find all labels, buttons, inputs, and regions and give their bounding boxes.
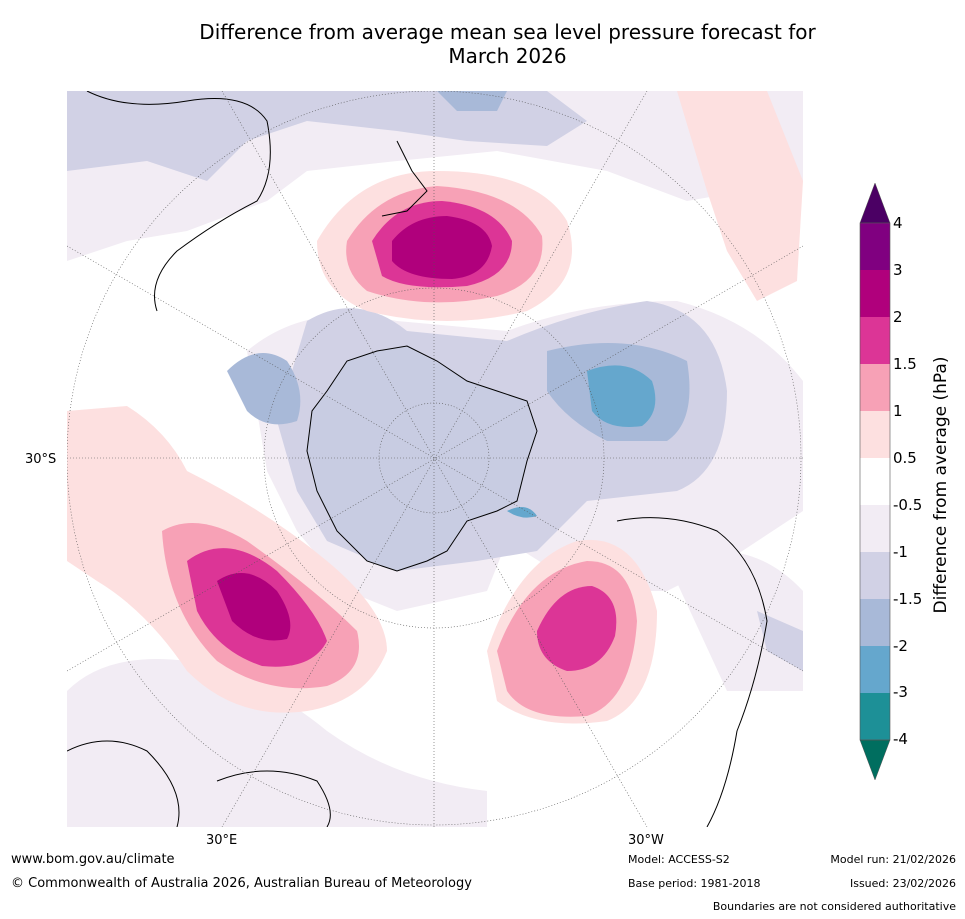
colorbar-label: 1 <box>893 402 903 420</box>
colorbar-swatch-neg15-neg1 <box>860 552 890 599</box>
colorbar-label: -0.5 <box>893 496 923 514</box>
coastlines <box>67 91 768 827</box>
new-zealand-coast <box>381 140 428 217</box>
australia-coast <box>86 91 271 312</box>
colorbar-frame <box>859 222 891 741</box>
colorbar-arrow-top <box>859 182 891 224</box>
map-canvas <box>67 91 803 827</box>
africa-coast <box>67 740 180 827</box>
colorbar-swatch-neg05-05 <box>860 458 890 505</box>
colorbar-title: Difference from average (hPa) <box>931 356 951 614</box>
anomaly-band-neg2 <box>507 365 656 518</box>
base-period: Base period: 1981-2018 <box>628 877 761 890</box>
colorbar-label: 1.5 <box>893 355 917 373</box>
title-line-2: March 2026 <box>448 44 567 68</box>
south-america-coast <box>616 517 768 827</box>
colorbar-swatch-neg3-neg2 <box>860 646 890 693</box>
lon-label-30e: 30°E <box>206 833 238 848</box>
colorbar-label: 4 <box>893 214 903 232</box>
colorbar-swatch-neg1-neg05 <box>860 505 890 552</box>
map-title: Difference from average mean sea level p… <box>150 20 865 68</box>
colorbar-label: -1.5 <box>893 590 923 608</box>
colorbar-swatch-05-1 <box>860 411 890 458</box>
colorbar-swatch-1-15 <box>860 364 890 411</box>
disclaimer: Boundaries are not considered authoritat… <box>712 900 956 913</box>
lon-label-30w: 30°W <box>628 833 664 848</box>
colorbar-swatch-15-2 <box>860 317 890 364</box>
colorbar-label: 3 <box>893 261 903 279</box>
graticule <box>67 91 803 827</box>
colorbar-label: 2 <box>893 308 903 326</box>
antarctica-outline <box>306 345 538 572</box>
copyright-text: © Commonwealth of Australia 2026, Austra… <box>11 876 472 891</box>
colorbar-swatch-neg2-neg15 <box>860 599 890 646</box>
polar-map <box>67 91 803 827</box>
colorbar-label: -2 <box>893 637 908 655</box>
colorbar-label: -4 <box>893 730 908 748</box>
colorbar-label: -1 <box>893 543 908 561</box>
colorbar <box>859 182 891 781</box>
colorbar-label: -3 <box>893 683 908 701</box>
model-run: Model run: 21/02/2026 <box>830 853 956 866</box>
colorbar-arrow-bottom <box>859 739 891 781</box>
madagascar-coast <box>216 770 331 827</box>
colorbar-swatch-2-3 <box>860 270 890 317</box>
issued-date: Issued: 23/02/2026 <box>849 877 956 890</box>
colorbar-swatch-neg4-neg3 <box>860 693 890 740</box>
lat-label-30s: 30°S <box>25 452 57 467</box>
model-name: Model: ACCESS-S2 <box>628 853 730 866</box>
anomaly-band-pos2 <box>217 216 492 641</box>
title-line-1: Difference from average mean sea level p… <box>199 20 816 44</box>
colorbar-label: 0.5 <box>893 449 917 467</box>
colorbar-swatch-3-4 <box>860 223 890 270</box>
website-link[interactable]: www.bom.gov.au/climate <box>11 852 175 867</box>
